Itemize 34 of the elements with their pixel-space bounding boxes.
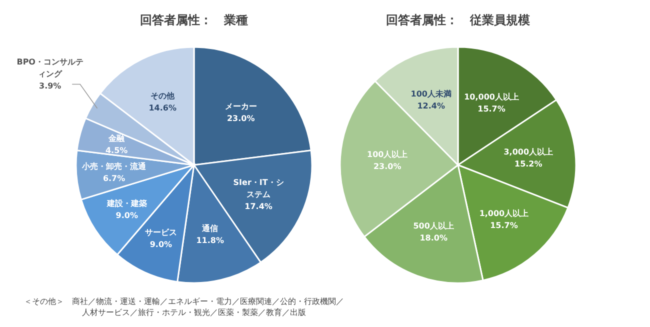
data-label: 4.5% xyxy=(105,146,128,155)
data-label: 6.7% xyxy=(102,174,126,183)
data-label: 23.0% xyxy=(373,162,402,172)
data-label: 23.0% xyxy=(226,114,255,123)
data-label: 18.0% xyxy=(420,233,448,242)
chart-title: 回答者属性： 業種 xyxy=(140,13,248,27)
slice-label: 小売・卸売・流通 xyxy=(81,160,148,171)
slice-label: 通信 xyxy=(201,224,218,233)
chart-title: 回答者属性： 従業員規模 xyxy=(386,13,530,27)
slice-label: メーカー xyxy=(224,102,257,111)
data-label: 11.8% xyxy=(196,236,224,245)
slice-label: 3,000人以上 xyxy=(504,147,554,156)
text: 人材サービス／旅行・ホテル・観光／医薬・製薬／教育／出版 xyxy=(82,308,306,317)
data-label: 15.2% xyxy=(514,159,542,168)
slice-label: 建設・建築 xyxy=(106,198,147,208)
text: ＜その他＞ 商社／物流・運送・運輸／エネルギー・電力／医療関連／公的・行政機関／ xyxy=(24,297,344,306)
slice-label: サービス xyxy=(144,228,177,238)
data-label: 14.6% xyxy=(148,104,177,113)
data-label: 12.4% xyxy=(417,102,445,111)
slice-label: BPO・コンサルティング xyxy=(16,57,84,78)
slice-label: 100人未満 xyxy=(410,90,452,99)
slice-label: 500人以上 xyxy=(413,221,454,230)
data-label: 17.4% xyxy=(244,202,272,212)
slice-label: 100人以上 xyxy=(367,150,408,160)
data-label: 15.7% xyxy=(490,220,518,230)
data-label: 15.7% xyxy=(478,104,506,114)
slice-label: 10,000人以上 xyxy=(464,92,519,102)
slice-label: 金融 xyxy=(108,134,126,143)
data-label: 9.0% xyxy=(116,210,138,220)
slice-label: SIer・IT・システム xyxy=(233,178,284,200)
data-label: 9.0% xyxy=(150,240,172,250)
data-label: 3.9% xyxy=(39,81,62,90)
slice-label: その他 xyxy=(150,92,176,101)
slice-label: 1,000人以上 xyxy=(479,208,529,218)
